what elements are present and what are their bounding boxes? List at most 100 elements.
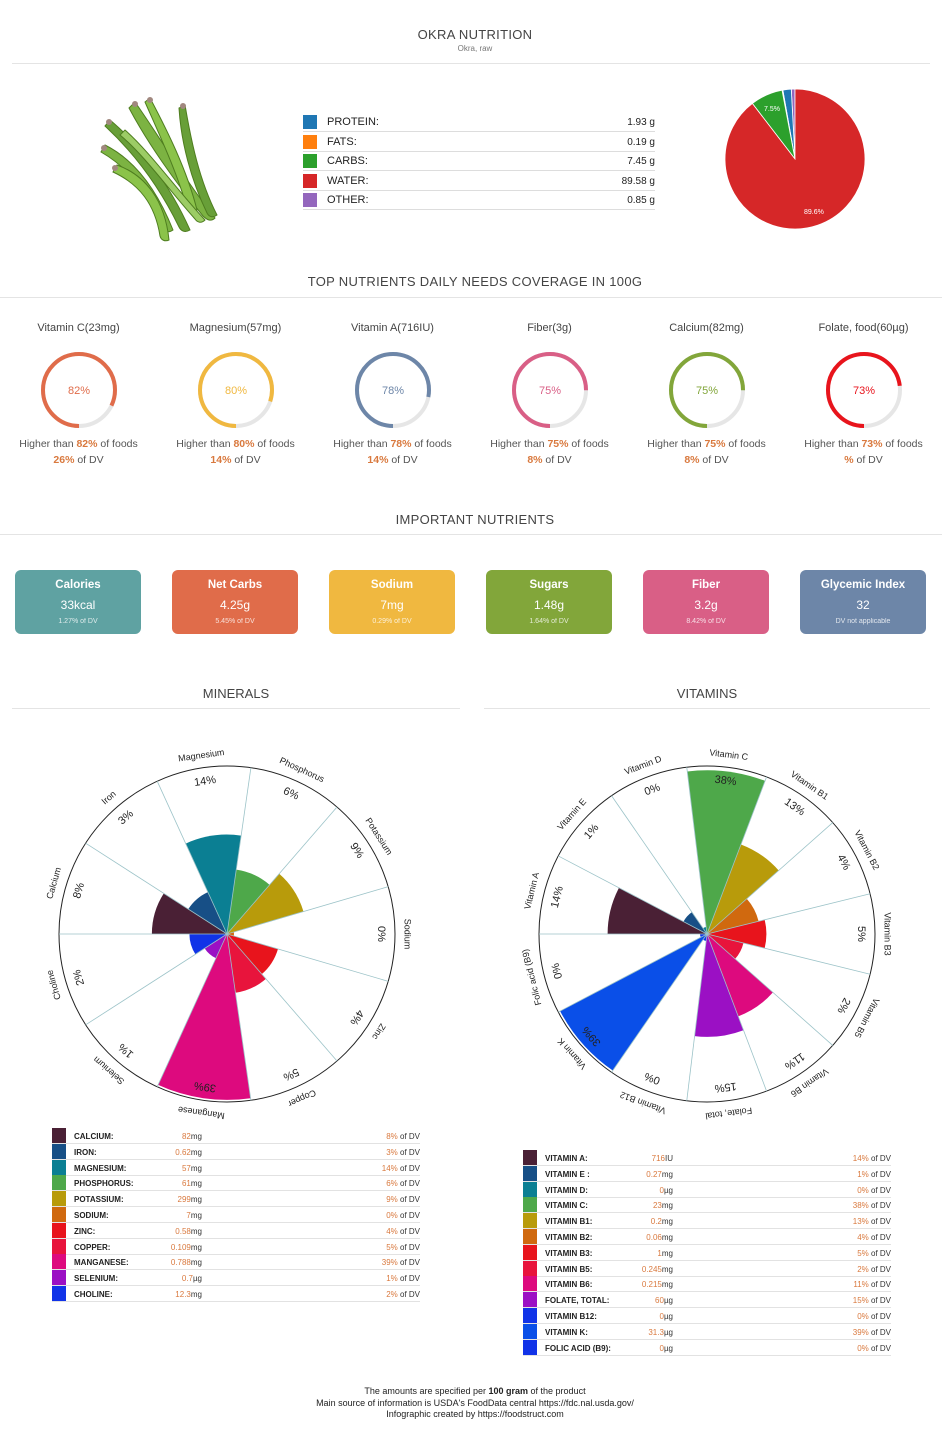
gauge-ring: 80% <box>197 352 274 428</box>
coverage-gauge: Fiber(3g) 75% Higher than 75% of foods 8% o… <box>471 322 628 466</box>
nutrient-amount: 0.7µg <box>181 1274 202 1284</box>
nutrient-swatch <box>52 1222 66 1238</box>
nutrient-row: CALCIUM: 82mg 8% of DV <box>52 1128 420 1144</box>
radial-wedge-vitamin-b6 <box>707 934 773 1017</box>
nutrient-amount: 23mg <box>652 1201 673 1211</box>
radial-spoke <box>226 806 338 935</box>
nutrient-row: MANGANESE: 0.788mg 39% of DV <box>52 1254 420 1271</box>
radial-value-label: 1% <box>116 1041 136 1061</box>
nutrient-row: VITAMIN B5: 0.245mg 2% of DV <box>523 1260 891 1277</box>
nutrient-amount: 82mg <box>181 1132 202 1141</box>
nutrient-card: Sodium 7mg 0.29% of DV <box>329 570 455 634</box>
radial-spoke <box>85 842 228 935</box>
radial-spoke <box>706 822 834 935</box>
radial-category-label: Copper <box>287 1088 318 1109</box>
radial-category-label: Choline <box>45 969 63 1001</box>
nutrient-dv: 39% of DV <box>381 1258 420 1268</box>
gauge-arc <box>511 352 588 428</box>
coverage-gauge: Vitamin C(23mg) 82% Higher than 82% of foo… <box>0 322 157 466</box>
radial-value-label: 3% <box>116 808 136 828</box>
nutrient-swatch <box>52 1286 66 1301</box>
radial-category-label: Calcium <box>44 866 63 900</box>
nutrient-name: IRON: <box>74 1147 97 1157</box>
nutrient-swatch <box>523 1197 537 1213</box>
radial-value-label: 38% <box>714 774 738 789</box>
radial-category-label: Phosphorus <box>278 755 326 784</box>
card-dv: 0.29% of DV <box>372 618 412 625</box>
nutrient-name: FOLIC ACID (B9): <box>545 1343 611 1353</box>
nutrient-row: VITAMIN E : 0.27mg 1% of DV <box>523 1165 891 1182</box>
nutrient-amount: 0.62mg <box>175 1147 202 1157</box>
nutrient-dv: 0% of DV <box>857 1343 891 1353</box>
nutrient-row: SELENIUM: 0.7µg 1% of DV <box>52 1270 420 1287</box>
radial-category-label: Vitamin C <box>709 747 749 762</box>
radial-wedge-vitamin-b5 <box>707 934 744 959</box>
nutrient-swatch <box>523 1308 537 1323</box>
nutrient-swatch <box>52 1159 66 1175</box>
nutrient-dv: 0% of DV <box>857 1185 891 1195</box>
radial-spoke <box>706 893 871 935</box>
card-dv: 8.42% of DV <box>686 618 726 625</box>
macro-swatch <box>303 173 317 188</box>
radial-value-label: 5% <box>281 1065 301 1083</box>
gauge-higher-text: Higher than 73% of foods <box>804 438 923 450</box>
radial-wedge-manganese <box>158 934 251 1100</box>
radial-category-label: Vitamin B6 <box>789 1066 830 1099</box>
footer: The amounts are specified per 100 gram o… <box>0 1386 950 1421</box>
radial-wedge-copper <box>227 934 266 993</box>
nutrient-row: SODIUM: 7mg 0% of DV <box>52 1207 420 1223</box>
nutrient-dv: 3% of DV <box>386 1147 420 1157</box>
nutrient-amount: 60µg <box>655 1296 673 1306</box>
card-dv: 1.64% of DV <box>529 618 569 625</box>
radial-category-label: Magnesium <box>178 747 225 764</box>
nutrient-swatch <box>52 1254 66 1270</box>
nutrient-name: VITAMIN B5: <box>545 1264 593 1274</box>
gauge-higher-text: Higher than 82% of foods <box>19 438 138 450</box>
radial-wedge-sodium <box>227 932 235 936</box>
nutrient-amount: 0.27mg <box>646 1169 673 1179</box>
nutrient-swatch <box>52 1175 66 1191</box>
nutrient-amount: 0µg <box>659 1343 673 1353</box>
gauge-arc <box>40 352 117 428</box>
nutrient-swatch <box>523 1244 537 1260</box>
nutrient-name: VITAMIN K: <box>545 1327 588 1337</box>
macro-swatch <box>303 193 317 207</box>
gauge-arc <box>668 352 745 428</box>
nutrient-card: Fiber 3.2g 8.42% of DV <box>643 570 769 634</box>
radial-value-label: 14% <box>193 774 217 789</box>
nutrient-name: VITAMIN B2: <box>545 1233 593 1242</box>
nutrient-name: VITAMIN B12: <box>545 1312 597 1321</box>
macro-swatch <box>303 115 317 129</box>
gauge-dv-text: 14% of DV <box>367 454 418 466</box>
radial-value-label: 0% <box>643 1070 662 1087</box>
card-name: Sodium <box>370 579 414 591</box>
gauge-ring: 82% <box>40 352 117 428</box>
card-name: Net Carbs <box>207 579 263 591</box>
gauge-dv-text: 26% of DV <box>53 454 104 466</box>
vitamins-title: VITAMINS <box>676 686 738 701</box>
nutrient-dv: 8% of DV <box>386 1132 420 1141</box>
card-name: Sugars <box>529 579 569 591</box>
nutrient-swatch <box>523 1165 537 1181</box>
macro-value: 89.58 g <box>621 175 655 187</box>
vitamins-radial-chart: Vitamin A 14%Vitamin E1%Vitamin D0%Vitami… <box>520 747 893 1120</box>
nutrient-dv: 1% of DV <box>857 1169 891 1179</box>
radial-category-label: Selenium <box>91 1054 126 1086</box>
gauge-dv-text: 8% of DV <box>527 454 572 466</box>
radial-wedge-magnesium <box>185 834 242 934</box>
coverage-title: TOP NUTRIENTS DAILY NEEDS COVERAGE IN 10… <box>307 274 643 289</box>
nutrient-name: VITAMIN C: <box>545 1201 588 1211</box>
radial-wedge-iron <box>188 892 227 934</box>
radial-spoke <box>611 933 708 1073</box>
radial-spoke <box>226 933 252 1101</box>
card-value: 4.25g <box>219 598 251 612</box>
page-title: OKRA NUTRITION <box>417 27 533 42</box>
radial-spoke <box>611 795 708 935</box>
radial-category-label: Folate, total <box>705 1106 753 1120</box>
radial-spoke <box>686 933 708 1101</box>
radial-value-label: 8% <box>71 881 87 900</box>
nutrient-row: FOLIC ACID (B9): 0µg 0% of DV <box>523 1339 891 1356</box>
card-value: 32 <box>856 598 870 612</box>
nutrient-dv: 5% of DV <box>857 1248 891 1258</box>
gauge-higher-text: Higher than 75% of foods <box>490 438 609 450</box>
